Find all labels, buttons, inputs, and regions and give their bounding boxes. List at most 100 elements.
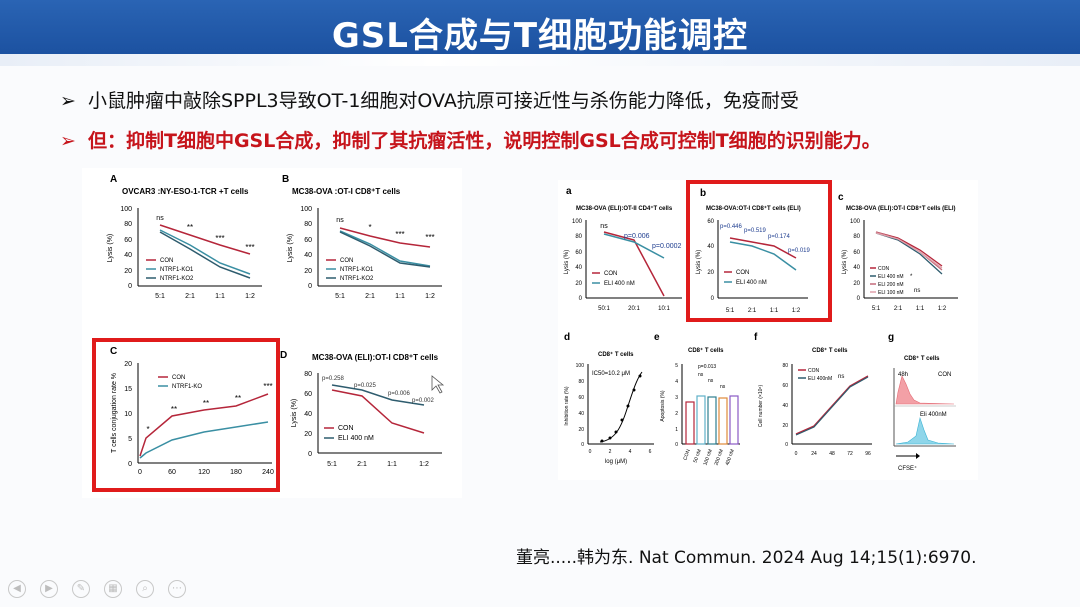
more-options-icon[interactable]: ⋯	[168, 580, 186, 598]
svg-text:2:1: 2:1	[357, 461, 367, 468]
svg-text:**: **	[235, 394, 241, 403]
svg-text:1:2: 1:2	[419, 461, 429, 468]
svg-text:1:1: 1:1	[387, 461, 397, 468]
svg-text:p=0.0002: p=0.0002	[652, 243, 681, 250]
svg-text:50:1: 50:1	[598, 306, 610, 312]
svg-text:100: 100	[300, 206, 312, 213]
svg-text:ns: ns	[156, 215, 164, 222]
pen-icon[interactable]: ✎	[72, 580, 90, 598]
slide-title: GSL合成与T细胞功能调控	[331, 16, 749, 56]
svg-text:1:1: 1:1	[916, 306, 925, 312]
svg-text:80: 80	[578, 379, 584, 385]
svg-text:NTRF1-KO2: NTRF1-KO2	[160, 276, 194, 282]
svg-text:72: 72	[847, 451, 853, 457]
svg-text:0: 0	[675, 442, 678, 448]
svg-text:60: 60	[168, 469, 176, 476]
svg-text:ELI 400 nM: ELI 400 nM	[736, 280, 767, 286]
svg-text:ELI 200 nM: ELI 200 nM	[878, 282, 904, 288]
next-slide-icon[interactable]: ▶	[40, 580, 58, 598]
svg-text:p=0.013: p=0.013	[698, 364, 716, 370]
svg-text:20: 20	[304, 268, 312, 275]
svg-text:4: 4	[629, 449, 632, 455]
svg-text:100: 100	[120, 206, 132, 213]
svg-text:CFSE⁺: CFSE⁺	[898, 465, 917, 472]
svg-text:ns: ns	[600, 223, 608, 230]
svg-text:60: 60	[304, 391, 312, 398]
bullet-2-text: 但：抑制T细胞中GSL合成，抑制了其抗瘤活性，说明控制GSL合成可控制T细胞的识…	[88, 130, 881, 152]
svg-text:CD8⁺ T cells: CD8⁺ T cells	[812, 347, 848, 354]
svg-text:50 nM: 50 nM	[692, 449, 702, 464]
svg-text:1:1: 1:1	[215, 293, 225, 300]
svg-text:0: 0	[128, 461, 132, 468]
svg-text:p=0.025: p=0.025	[354, 383, 377, 389]
svg-text:MC38-OVA (ELI):OT-II CD4⁺T cel: MC38-OVA (ELI):OT-II CD4⁺T cells	[576, 205, 673, 212]
svg-text:80: 80	[304, 371, 312, 378]
svg-text:p=0.174: p=0.174	[768, 234, 791, 240]
header-wave	[0, 54, 1080, 66]
svg-text:Cell number (×10⁶): Cell number (×10⁶)	[758, 385, 764, 428]
svg-text:MC38-OVA (ELI):OT-I CD8⁺T cell: MC38-OVA (ELI):OT-I CD8⁺T cells (ELI)	[846, 205, 956, 212]
panel-d: d CD8⁺ T cells 100 80 60 40 20 0 Inhibit…	[564, 332, 654, 465]
svg-text:0: 0	[795, 451, 798, 457]
svg-text:400 nM: 400 nM	[725, 449, 736, 467]
svg-text:240: 240	[262, 469, 274, 476]
svg-text:1:1: 1:1	[395, 293, 405, 300]
highlight-box-panel-b	[686, 180, 832, 322]
svg-text:120: 120	[198, 469, 210, 476]
svg-text:80: 80	[853, 234, 860, 240]
svg-text:5:1: 5:1	[155, 293, 165, 300]
svg-text:CON: CON	[172, 375, 185, 381]
svg-text:ELI 100 nM: ELI 100 nM	[878, 290, 904, 296]
svg-text:20: 20	[782, 423, 788, 429]
svg-text:CON: CON	[604, 271, 617, 277]
svg-text:NTRF1-KO: NTRF1-KO	[172, 384, 202, 390]
svg-text:p=0.258: p=0.258	[322, 376, 345, 382]
svg-text:2:1: 2:1	[365, 293, 375, 300]
svg-text:0: 0	[589, 449, 592, 455]
bullet-1: ➢ 小鼠肿瘤中敲除SPPL3导致OT-1细胞对OVA抗原可接近性与杀伤能力降低，免…	[60, 86, 799, 113]
panel-B-letter: B	[282, 174, 289, 185]
svg-text:e: e	[654, 332, 660, 343]
panel-g: g CD8⁺ T cells 48h CON Eli 400nM CFSE⁺	[888, 332, 956, 472]
svg-text:5:1: 5:1	[327, 461, 337, 468]
svg-text:CON: CON	[338, 425, 354, 432]
panel-b: b MC38-OVA:OT-I CD8⁺T cells (ELI) 60 40 …	[696, 188, 811, 314]
svg-text:1: 1	[675, 427, 678, 433]
svg-text:CON: CON	[160, 258, 173, 264]
svg-text:96: 96	[865, 451, 871, 457]
svg-text:**: **	[187, 223, 193, 232]
svg-text:40: 40	[707, 244, 714, 250]
svg-text:20: 20	[853, 281, 860, 287]
panel-A-ylabel: Lysis (%)	[107, 234, 114, 263]
left-figure: A OVCAR3 :NY-ESO-1-TCR +T cells 100 80 6…	[82, 168, 462, 498]
zoom-icon[interactable]: ⌕	[136, 580, 154, 598]
svg-text:60: 60	[782, 383, 788, 389]
svg-text:2:1: 2:1	[748, 308, 757, 314]
svg-text:6: 6	[649, 449, 652, 455]
svg-text:ns: ns	[914, 288, 920, 294]
svg-text:p=0.006: p=0.006	[624, 233, 650, 240]
svg-text:100: 100	[850, 219, 861, 225]
svg-text:40: 40	[304, 252, 312, 259]
bullet-2: ➢ 但：抑制T细胞中GSL合成，抑制了其抗瘤活性，说明控制GSL合成可控制T细胞的…	[60, 126, 881, 153]
panel-B-ylabel: Lysis (%)	[287, 234, 294, 263]
panel-A-letter: A	[110, 174, 117, 185]
panel-a: a MC38-OVA (ELI):OT-II CD4⁺T cells 100 8…	[564, 186, 682, 312]
svg-text:NTRF1-KO1: NTRF1-KO1	[160, 267, 194, 273]
svg-text:f: f	[754, 332, 758, 343]
svg-text:***: ***	[215, 234, 224, 243]
svg-text:60: 60	[575, 250, 582, 256]
panel-B-title: MC38-OVA :OT-I CD8⁺T cells	[292, 187, 401, 196]
svg-text:20: 20	[124, 268, 132, 275]
svg-text:40: 40	[575, 265, 582, 271]
svg-text:b: b	[700, 188, 706, 199]
svg-text:CON: CON	[878, 266, 890, 272]
svg-text:1:1: 1:1	[770, 308, 779, 314]
svg-text:CD8⁺ T cells: CD8⁺ T cells	[688, 347, 724, 354]
svg-text:ns: ns	[698, 372, 704, 378]
svg-text:40: 40	[853, 265, 860, 271]
slides-grid-icon[interactable]: ▦	[104, 580, 122, 598]
previous-slide-icon[interactable]: ◀	[8, 580, 26, 598]
panel-A: A OVCAR3 :NY-ESO-1-TCR +T cells 100 80 6…	[107, 174, 262, 300]
citation: 董亮.....韩为东. Nat Commun. 2024 Aug 14;15(1…	[516, 548, 977, 568]
